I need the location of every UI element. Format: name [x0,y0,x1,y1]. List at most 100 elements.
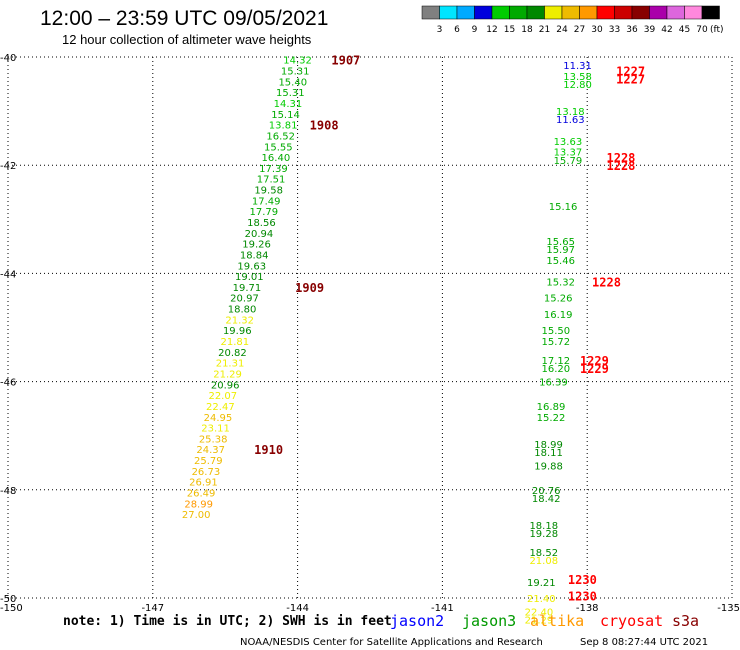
swh-colorbar: 3 6 9 12 15 18 21 24 27 30 33 36 39 42 45 70 [421,5,720,35]
y-tick-label: -46 [0,378,16,389]
colorbar-swatch [579,5,598,20]
colorbar-label: 24 [556,25,568,35]
pass-cycle-label: 1227 [616,65,645,79]
pass-cycle-label: 1229 [580,362,609,376]
y-tick-label: -42 [0,161,16,172]
colorbar-swatch [561,5,580,20]
swh-value: 13.37 [554,148,583,159]
swh-value: 16.39 [539,378,568,389]
legend-s3a: s3a [672,612,699,630]
colorbar-label: 12 [486,25,497,35]
lat-lon-grid [7,56,733,599]
swh-value: 25.79 [194,456,223,467]
swh-value: 18.18 [529,521,558,532]
colorbar-swatch [614,5,633,20]
colorbar-swatch [439,5,458,20]
chart-title: 12:00 – 23:59 UTC 09/05/2021 [40,7,328,30]
colorbar-label: 36 [626,25,638,35]
generated-timestamp: Sep 8 08:27:44 UTC 2021 [580,637,708,648]
swh-value: 15.26 [544,294,573,305]
colorbar-swatch [649,5,668,20]
x-tick-label: -150 [0,603,23,614]
colorbar-swatch [684,5,703,20]
swh-value: 15.72 [542,337,571,348]
units-note: note: 1) Time is in UTC; 2) SWH is in fe… [63,614,392,629]
swh-value: 19.01 [235,272,264,283]
colorbar-label: 9 [472,25,478,35]
swh-value: 14.32 [283,56,312,67]
swh-value: 26.91 [189,478,218,489]
swh-value: 21.29 [213,369,242,380]
swh-value: 15.40 [278,77,307,88]
swh-value: 27.00 [182,510,211,521]
x-tick-label: -135 [717,603,740,614]
swh-value: 19.28 [529,529,558,540]
colorbar-unit: (ft) [710,25,724,35]
swh-value: 18.52 [529,548,558,559]
swh-value: 24.95 [204,413,233,424]
pass-cycle-label: 1227 [616,73,645,87]
swh-value: 20.97 [230,294,259,305]
swh-value: 14.31 [274,99,303,110]
swh-observations: 14.3215.3115.4015.3114.3115.1413.8116.52… [182,56,592,627]
colorbar-swatch [666,5,685,20]
swh-value: 22.07 [208,391,237,402]
colorbar-label: 6 [454,25,460,35]
pass-cycle-label: 1228 [607,151,636,165]
swh-value: 15.79 [554,156,583,167]
colorbar-label: 39 [644,25,656,35]
swh-value: 15.55 [264,142,293,153]
y-tick-label: -50 [0,594,16,605]
swh-value: 19.63 [237,261,266,272]
swh-value: 16.20 [542,364,571,375]
pass-cycle-label: 1909 [295,281,324,295]
colorbar-swatch [526,5,545,20]
swh-value: 25.38 [199,434,228,445]
x-tick-label: -144 [286,603,309,614]
legend-altika: altika [530,612,584,630]
swh-value: 18.84 [240,250,269,261]
longitude-tick-labels: -150 -147 -144 -141 -138 -135 [0,603,740,614]
swh-value: 21.31 [216,359,245,370]
swh-value: 16.19 [544,310,573,321]
colorbar-label: 21 [539,25,550,35]
swh-value: 21.32 [225,315,254,326]
pass-cycle-label: 1230 [568,589,597,603]
swh-value: 11.31 [563,61,592,72]
colorbar-swatch [421,5,440,20]
pass-cycle-label: 1910 [254,443,283,457]
legend-cryosat: cryosat [600,612,663,630]
latitude-tick-labels: -40 -42 -44 -46 -48 -50 [0,53,16,605]
swh-value: 15.65 [546,237,575,248]
pass-cycle-label: 1230 [568,573,597,587]
swh-value: 13.58 [563,72,592,83]
swh-value: 19.58 [254,186,283,197]
colorbar-label: 27 [574,25,585,35]
swh-value: 17.51 [257,175,286,186]
swh-value: 15.32 [546,278,575,289]
pass-cycle-label: 1908 [310,119,339,133]
swh-value: 17.49 [252,196,281,207]
colorbar-label: 15 [504,25,515,35]
credit-line: NOAA/NESDIS Center for Satellite Applica… [240,637,543,648]
swh-value: 21.40 [527,594,556,605]
swh-value: 13.63 [554,137,583,148]
swh-value: 15.16 [549,202,578,213]
colorbar-label: 33 [609,25,620,35]
swh-value: 18.56 [247,218,276,229]
swh-value: 20.96 [211,380,240,391]
swh-value: 21.08 [529,556,558,567]
colorbar-label: 42 [661,25,672,35]
swh-value: 15.14 [271,110,300,121]
swh-value: 15.31 [276,88,305,99]
pass-cycle-labels: 1907190819091910122712271228122812281229… [254,54,645,604]
pass-cycle-label: 1907 [331,54,360,68]
swh-value: 19.88 [534,461,563,472]
swh-value: 24.37 [196,445,225,456]
swh-value: 16.89 [537,402,566,413]
y-tick-label: -44 [0,269,16,280]
colorbar-swatch [509,5,528,20]
pass-cycle-label: 1228 [607,159,636,173]
swh-value: 18.99 [534,440,563,451]
